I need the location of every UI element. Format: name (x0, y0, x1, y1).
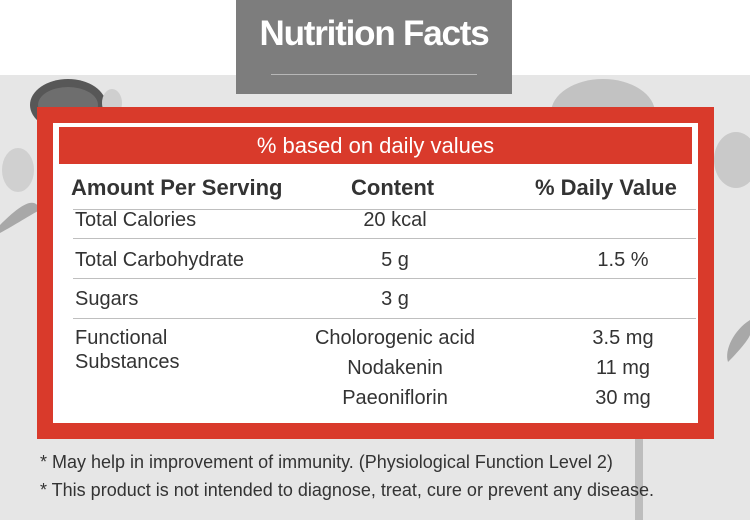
row-name-functional-line2: Substances (75, 351, 180, 373)
functional-content-item: Paeoniflorin (342, 387, 448, 409)
table-header-banner: % based on daily values (59, 127, 692, 164)
functional-content-item: Cholorogenic acid (314, 327, 476, 349)
column-header-amount: Amount Per Serving (71, 175, 283, 200)
row-divider (73, 209, 696, 210)
plant-illustration-right (714, 132, 750, 362)
row-content-sugars: 3 g (381, 288, 409, 310)
footnotes: * May help in improvement of immunity. (… (40, 448, 654, 504)
footnote-immunity: * May help in improvement of immunity. (… (40, 452, 613, 472)
functional-dv-item: 11 mg (595, 357, 651, 379)
row-name-functional-line1: Functional (75, 327, 168, 349)
page-title: Nutrition Facts (259, 14, 490, 53)
row-content-calories: 20 kcal (363, 209, 427, 231)
nutrition-table: % based on daily values Amount Per Servi… (37, 107, 714, 439)
plant-stem-illustration (635, 439, 643, 520)
row-divider (73, 278, 696, 279)
title-banner: Nutrition Facts (236, 0, 512, 94)
row-dv-carbohydrate: 1.5 % (597, 249, 649, 271)
row-name-calories: Total Calories (75, 209, 197, 231)
column-header-content: Content (351, 175, 435, 200)
functional-content-item: Nodakenin (347, 357, 443, 379)
title-underline (271, 74, 477, 75)
column-header-daily-value: % Daily Value (535, 175, 677, 200)
row-content-carbohydrate: 5 g (381, 249, 409, 271)
functional-dv-item: 3.5 mg (592, 327, 654, 349)
footnote-disclaimer: * This product is not intended to diagno… (40, 480, 655, 500)
row-divider (73, 318, 696, 319)
functional-dv-item: 30 mg (595, 387, 651, 409)
row-name-carbohydrate: Total Carbohydrate (75, 249, 244, 271)
row-name-sugars: Sugars (75, 288, 139, 310)
row-divider (73, 238, 696, 239)
